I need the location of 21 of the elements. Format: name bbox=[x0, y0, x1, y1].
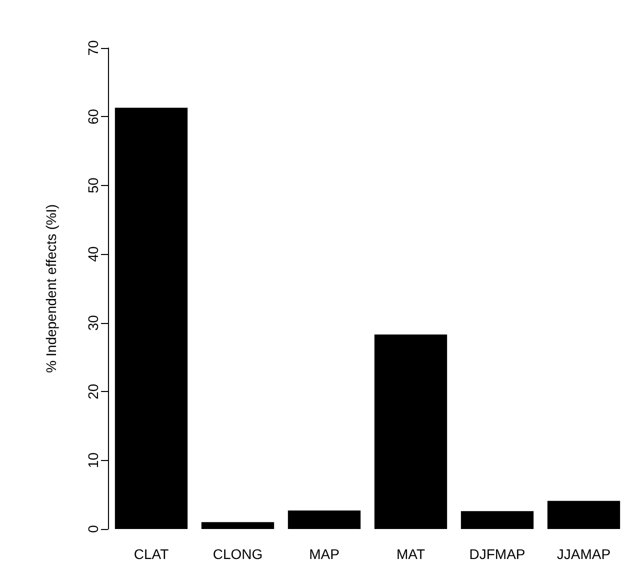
bar bbox=[460, 511, 534, 529]
bar bbox=[201, 522, 274, 529]
y-tick-label: 60 bbox=[85, 108, 101, 125]
y-tick-label: 50 bbox=[85, 177, 101, 194]
bar bbox=[288, 510, 361, 529]
bar bbox=[547, 500, 620, 529]
y-tick-label: 70 bbox=[85, 40, 101, 56]
y-tick-label: 40 bbox=[85, 246, 101, 262]
x-tick-label: CLAT bbox=[134, 546, 170, 562]
bar bbox=[114, 108, 188, 529]
bar bbox=[374, 334, 448, 529]
x-tick-label: JJAMAP bbox=[556, 546, 611, 562]
y-tick-label: 0 bbox=[85, 524, 101, 533]
y-tick-label: 30 bbox=[85, 314, 101, 331]
y-axis-title: % Independent effects (%I) bbox=[43, 204, 59, 373]
x-tick-label: MAP bbox=[309, 546, 340, 562]
x-tick-label: DJFMAP bbox=[469, 546, 526, 562]
x-tick-label: CLONG bbox=[212, 546, 263, 562]
y-tick-label: 20 bbox=[85, 384, 101, 400]
y-tick-label: 10 bbox=[85, 452, 101, 468]
x-tick-label: MAT bbox=[396, 546, 426, 562]
